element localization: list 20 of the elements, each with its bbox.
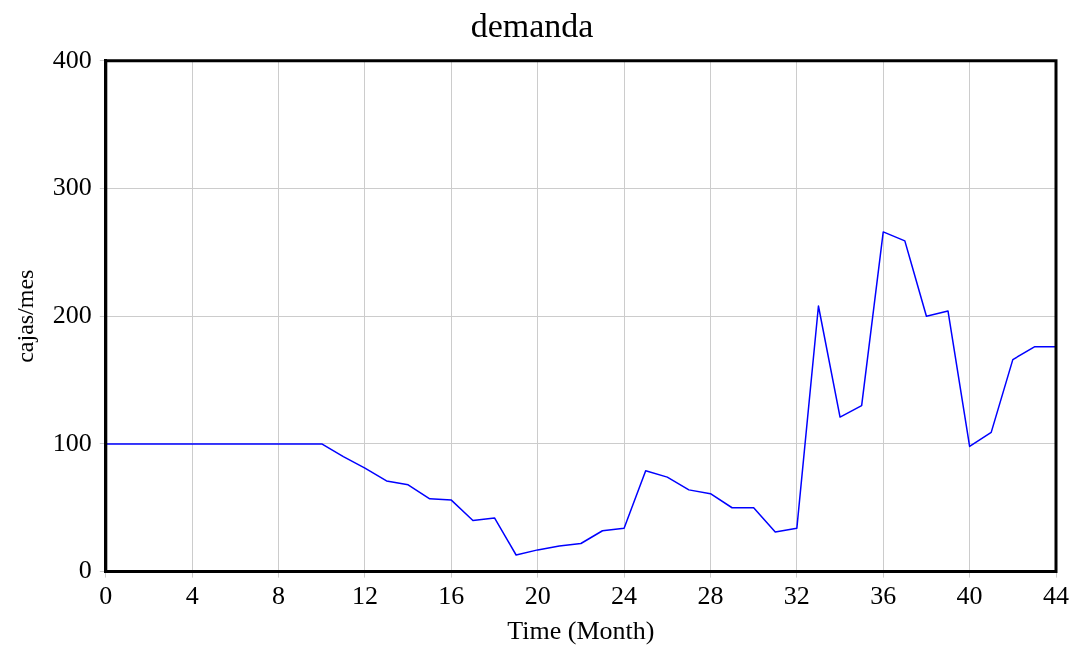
x-tick-label: 24 <box>611 581 638 611</box>
x-tick-label: 8 <box>272 581 286 611</box>
x-tick-label: 4 <box>185 581 199 611</box>
y-axis-title: cajas/mes <box>11 269 38 363</box>
x-axis-title: Time (Month) <box>507 616 655 646</box>
x-tick-label: 32 <box>783 581 810 611</box>
chart-title: demanda <box>470 7 594 45</box>
y-tick-label: 300 <box>52 172 92 202</box>
x-tick-label: 20 <box>524 581 551 611</box>
x-tick-label: 16 <box>438 581 465 611</box>
x-tick-label: 44 <box>1043 581 1069 611</box>
x-tick-label: 28 <box>697 581 724 611</box>
x-tick-label: 36 <box>870 581 897 611</box>
y-tick-label: 0 <box>78 555 92 585</box>
x-tick-label: 0 <box>99 581 113 611</box>
y-tick-label: 400 <box>52 44 92 74</box>
x-tick-label: 40 <box>956 581 983 611</box>
y-tick-label: 200 <box>52 300 92 330</box>
y-tick-label: 100 <box>52 427 92 457</box>
x-tick-label: 12 <box>351 581 378 611</box>
